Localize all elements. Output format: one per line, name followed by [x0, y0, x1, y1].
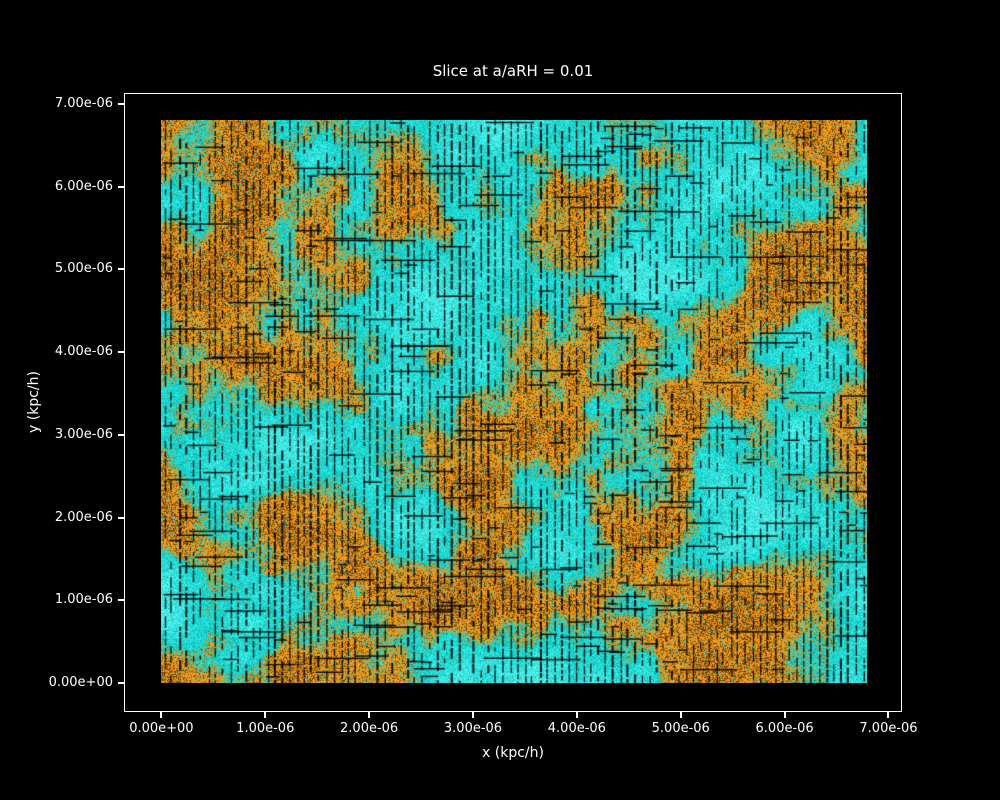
y-tick-mark	[118, 268, 124, 271]
y-tick-mark	[118, 351, 124, 354]
x-tick-label: 4.00e-06	[547, 721, 606, 736]
x-tick-label: 3.00e-06	[443, 721, 503, 736]
x-tick-mark	[264, 712, 267, 718]
x-tick-mark	[368, 712, 371, 718]
x-tick-mark	[160, 712, 163, 718]
x-tick-mark	[679, 712, 682, 718]
y-tick-mark	[118, 599, 124, 602]
x-axis-label: x (kpc/h)	[482, 745, 544, 761]
y-tick-label: 5.00e-06	[54, 261, 113, 277]
y-tick-label: 6.00e-06	[54, 178, 113, 194]
chart-title: Slice at a/aRH = 0.01	[432, 62, 594, 80]
y-tick-label: 2.00e-06	[54, 509, 113, 525]
slice-field-canvas	[161, 120, 867, 683]
y-tick-mark	[118, 682, 124, 685]
x-tick-label: 0.00e+00	[129, 721, 194, 736]
x-tick-label: 5.00e-06	[651, 721, 710, 736]
x-tick-mark	[887, 712, 890, 718]
x-tick-mark	[783, 712, 786, 718]
x-tick-mark	[575, 712, 578, 718]
y-tick-mark	[118, 185, 124, 188]
x-tick-label: 2.00e-06	[340, 721, 399, 736]
y-tick-label: 3.00e-06	[54, 426, 113, 442]
y-tick-mark	[118, 516, 124, 519]
y-tick-label: 7.00e-06	[54, 95, 113, 111]
x-tick-label: 7.00e-06	[859, 721, 918, 736]
y-tick-mark	[118, 433, 124, 436]
y-tick-mark	[118, 102, 124, 105]
y-tick-label: 4.00e-06	[54, 344, 113, 360]
x-tick-label: 6.00e-06	[755, 721, 814, 736]
x-tick-label: 1.00e-06	[236, 721, 295, 736]
x-tick-mark	[472, 712, 474, 718]
y-tick-label: 0.00e+00	[48, 675, 113, 691]
y-tick-label: 1.00e-06	[54, 592, 113, 608]
